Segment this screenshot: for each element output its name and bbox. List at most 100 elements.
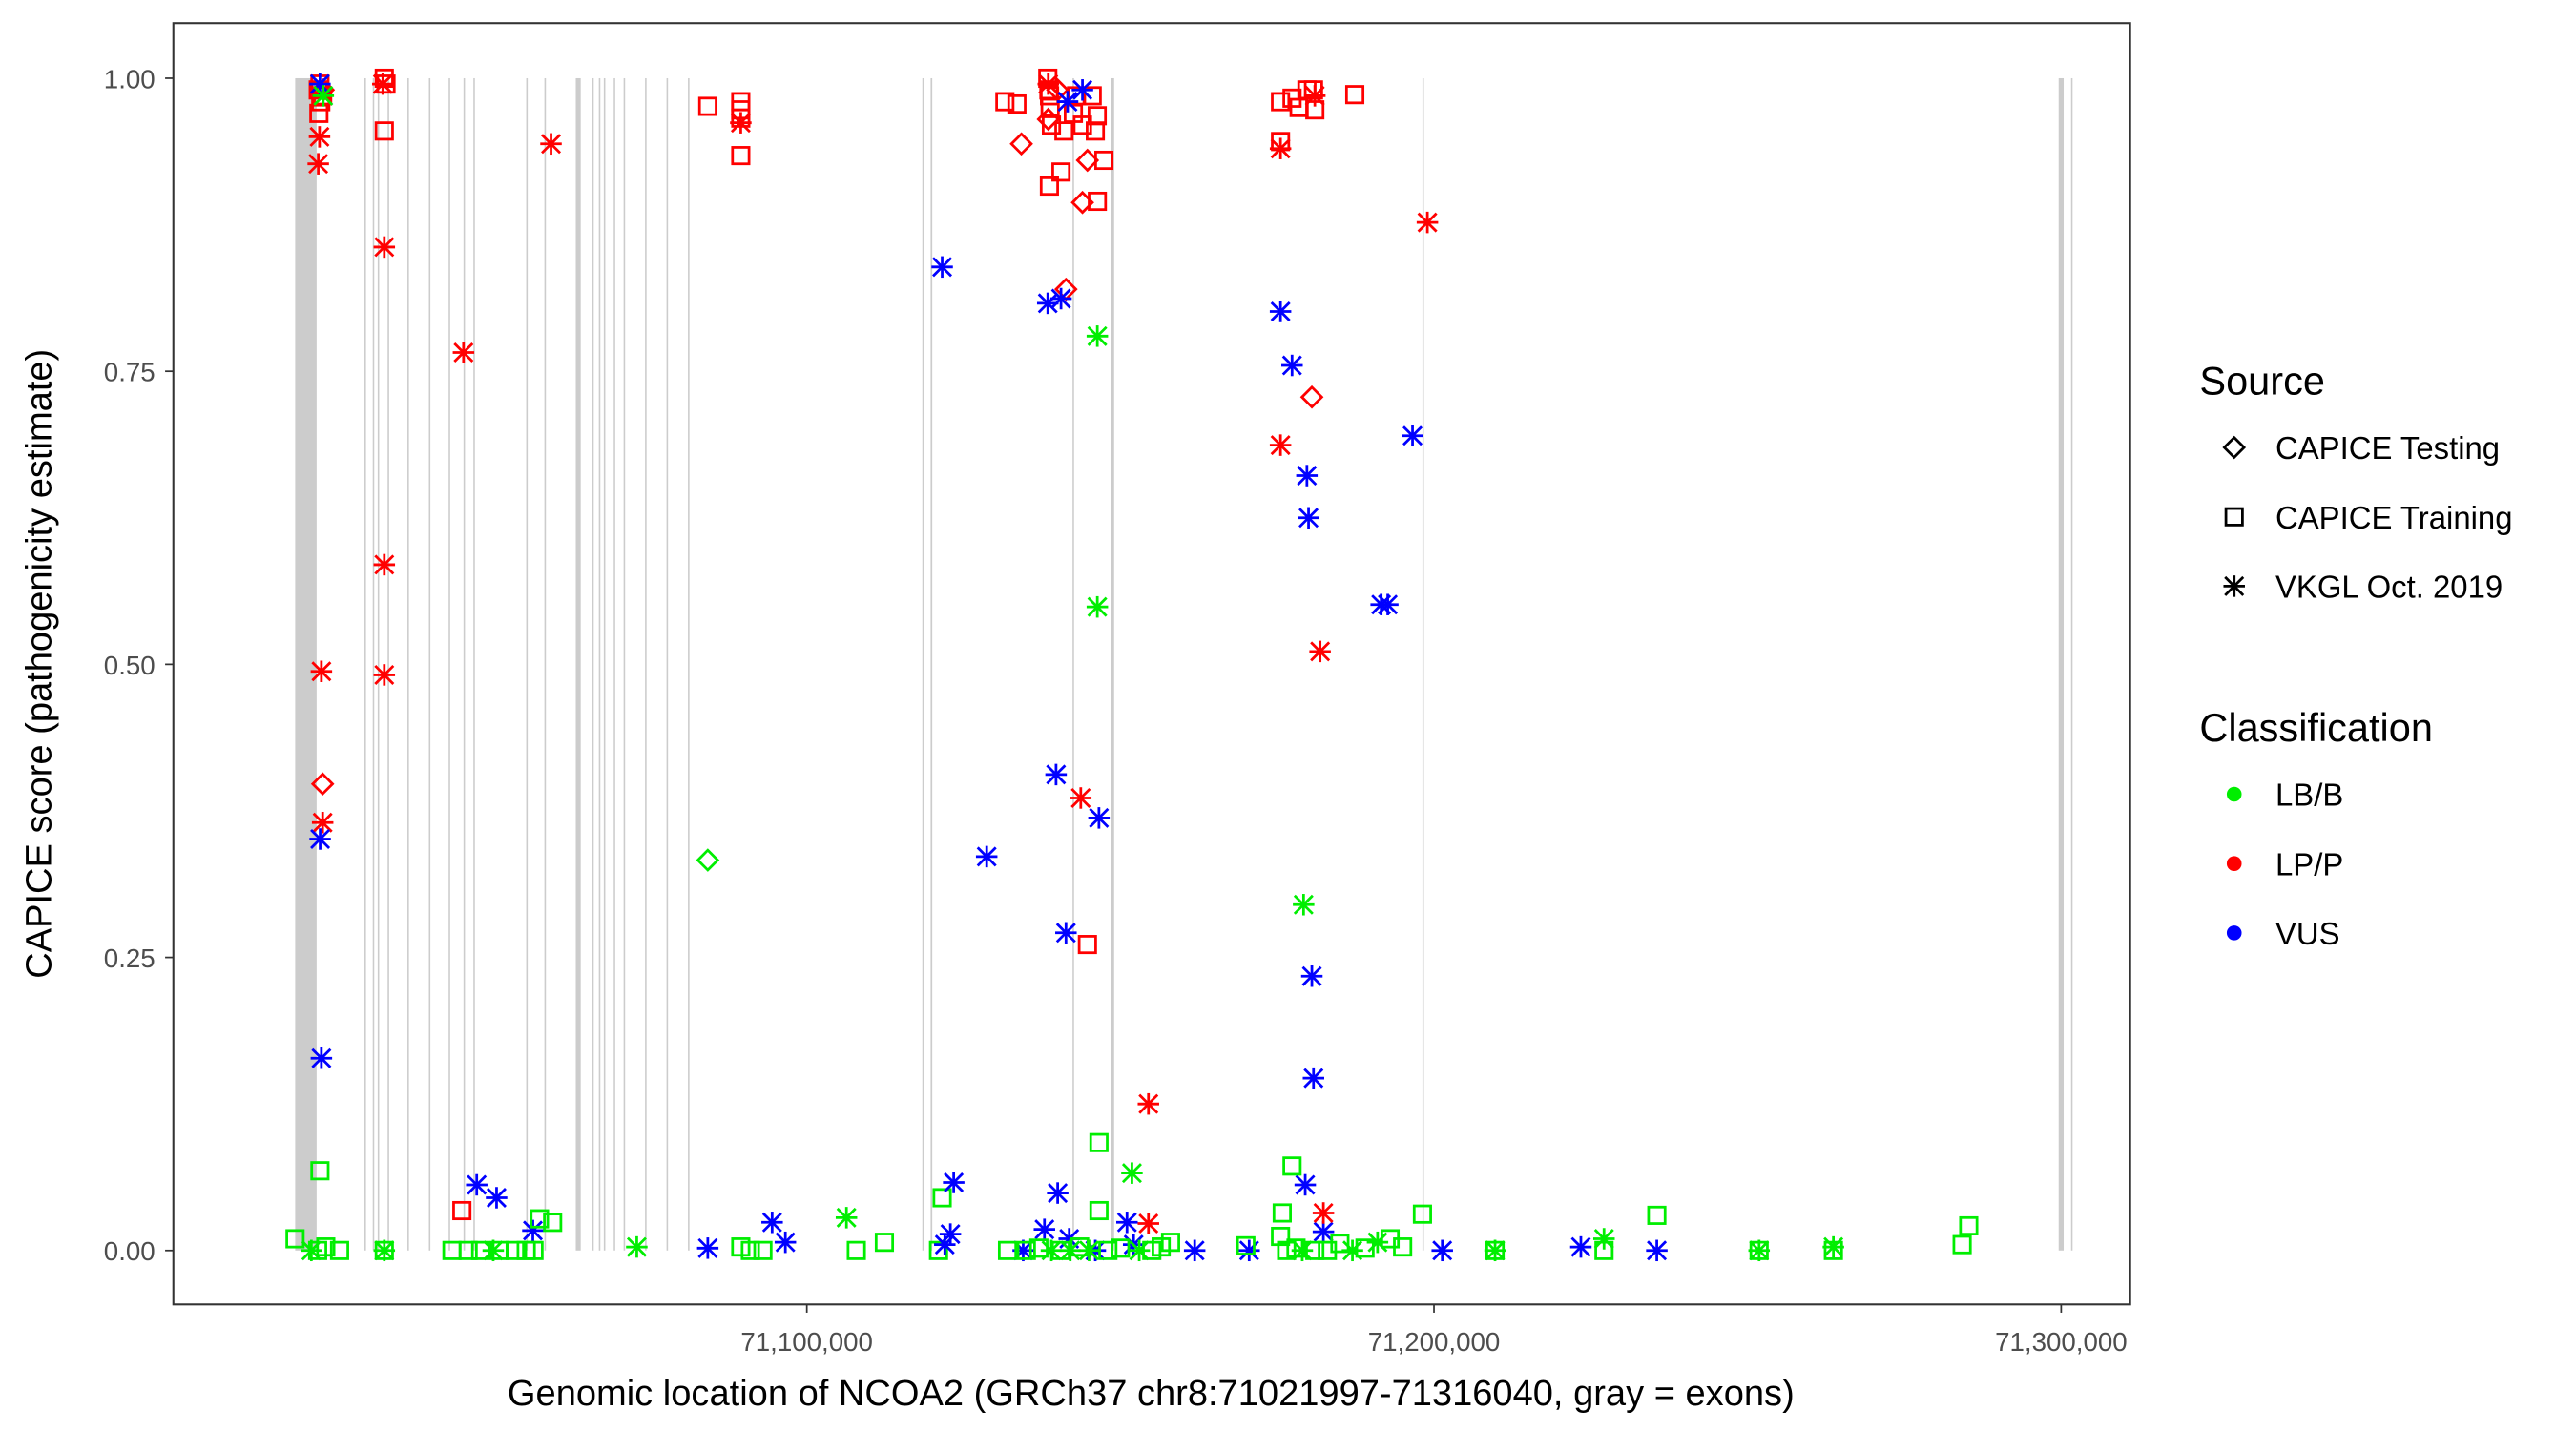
- y-tick-label: 0.25: [104, 944, 156, 973]
- data-point: [1302, 1067, 1324, 1089]
- data-point: [1137, 1092, 1159, 1115]
- data-point: [697, 96, 717, 116]
- data-point: [1269, 434, 1292, 456]
- data-point: [975, 845, 998, 868]
- data-point: [1377, 593, 1399, 615]
- data-point: [1071, 79, 1093, 101]
- data-point: [1160, 1233, 1180, 1253]
- data-point: [1086, 595, 1109, 618]
- exon-bands: [295, 77, 2073, 1251]
- data-point: [774, 1231, 797, 1254]
- data-point: [1269, 301, 1292, 322]
- data-point: [1072, 115, 1092, 135]
- data-point: [731, 1237, 751, 1257]
- legend-key-asterisk-icon: [2223, 575, 2245, 597]
- data-point: [373, 236, 396, 259]
- x-tick-label: 71,300,000: [1995, 1327, 2128, 1357]
- exon-band: [364, 77, 366, 1251]
- data-point: [1055, 922, 1077, 944]
- data-point: [376, 74, 396, 94]
- data-point: [997, 1240, 1018, 1260]
- legend-source-title: Source: [2199, 359, 2325, 404]
- data-point: [329, 1240, 349, 1260]
- legend-key-dot-icon: [2226, 856, 2242, 871]
- legend-key-dot-icon: [2226, 786, 2242, 802]
- data-point: [373, 1239, 396, 1262]
- legend-key-diamond-icon: [2222, 435, 2247, 460]
- data-point: [1309, 640, 1331, 663]
- data-point: [1305, 1240, 1325, 1260]
- data-point: [1041, 115, 1062, 135]
- data-point: [1016, 1240, 1036, 1260]
- data-point: [1128, 1239, 1151, 1262]
- data-point: [1269, 137, 1292, 159]
- data-point: [1647, 1205, 1667, 1225]
- data-point: [1592, 1228, 1615, 1250]
- data-point: [373, 664, 396, 686]
- exon-band: [2058, 77, 2065, 1251]
- data-point: [696, 848, 720, 872]
- data-point: [1272, 1203, 1292, 1223]
- data-point: [1039, 176, 1059, 197]
- data-point: [1416, 211, 1439, 234]
- data-point: [530, 1209, 550, 1229]
- exon-band: [372, 77, 375, 1251]
- data-point: [374, 121, 394, 141]
- data-point: [1305, 100, 1325, 120]
- data-point: [730, 112, 752, 134]
- data-point: [1089, 1132, 1109, 1152]
- x-tick-label: 71,200,000: [1368, 1327, 1501, 1357]
- data-point: [1046, 77, 1070, 102]
- data-point: [1047, 1182, 1069, 1204]
- exon-band: [645, 77, 647, 1251]
- legend: Source CAPICE Testing CAPICE Training VKGL…: [2199, 359, 2512, 951]
- data-point: [835, 1207, 858, 1229]
- data-point: [846, 1240, 866, 1260]
- data-points: [285, 68, 1979, 1262]
- data-point: [1271, 92, 1291, 112]
- data-point: [1098, 1240, 1118, 1260]
- data-point: [1282, 1156, 1302, 1176]
- data-point: [943, 1172, 965, 1193]
- data-point: [696, 1237, 719, 1259]
- data-point: [1823, 1240, 1843, 1260]
- data-point: [311, 812, 334, 834]
- data-point: [285, 1229, 305, 1249]
- data-point: [874, 1233, 895, 1253]
- data-point: [466, 1173, 488, 1196]
- legend-source-label: VKGL Oct. 2019: [2275, 570, 2503, 605]
- data-point: [1033, 1218, 1055, 1240]
- legend-key-dot-icon: [2226, 925, 2242, 941]
- exon-band: [1111, 77, 1114, 1251]
- legend-class-label: LP/P: [2275, 846, 2343, 881]
- exon-band: [613, 77, 615, 1251]
- data-point: [310, 772, 335, 797]
- data-point: [1298, 507, 1319, 529]
- data-point: [1344, 85, 1365, 105]
- data-point: [932, 1188, 952, 1208]
- data-point: [1431, 1239, 1453, 1262]
- data-point: [1293, 894, 1315, 916]
- data-point: [1077, 935, 1097, 955]
- exon-band: [473, 77, 475, 1251]
- data-point: [1412, 1204, 1432, 1224]
- y-axis-title: CAPICE score (pathogenicity estimate): [20, 349, 60, 979]
- exon-band: [688, 77, 690, 1251]
- data-point: [309, 103, 329, 123]
- data-point: [928, 1240, 948, 1260]
- legend-source-label: CAPICE Testing: [2275, 430, 2500, 466]
- data-point: [1137, 1213, 1159, 1234]
- legend-class-label: VUS: [2275, 916, 2340, 951]
- data-point: [309, 828, 331, 850]
- y-axis: 0.00 0.25 0.50 0.75 1.00: [104, 64, 174, 1266]
- data-point: [310, 1047, 333, 1069]
- x-axis-title: Genomic location of NCOA2 (GRCh37 chr8:7…: [508, 1374, 1795, 1414]
- data-point: [1393, 1237, 1413, 1257]
- data-point: [1049, 287, 1072, 310]
- y-tick-label: 0.75: [104, 358, 156, 387]
- data-point: [316, 1237, 336, 1257]
- exon-band: [2070, 77, 2073, 1251]
- data-point: [522, 1219, 544, 1242]
- exon-band: [428, 77, 431, 1251]
- y-tick-label: 1.00: [104, 64, 156, 93]
